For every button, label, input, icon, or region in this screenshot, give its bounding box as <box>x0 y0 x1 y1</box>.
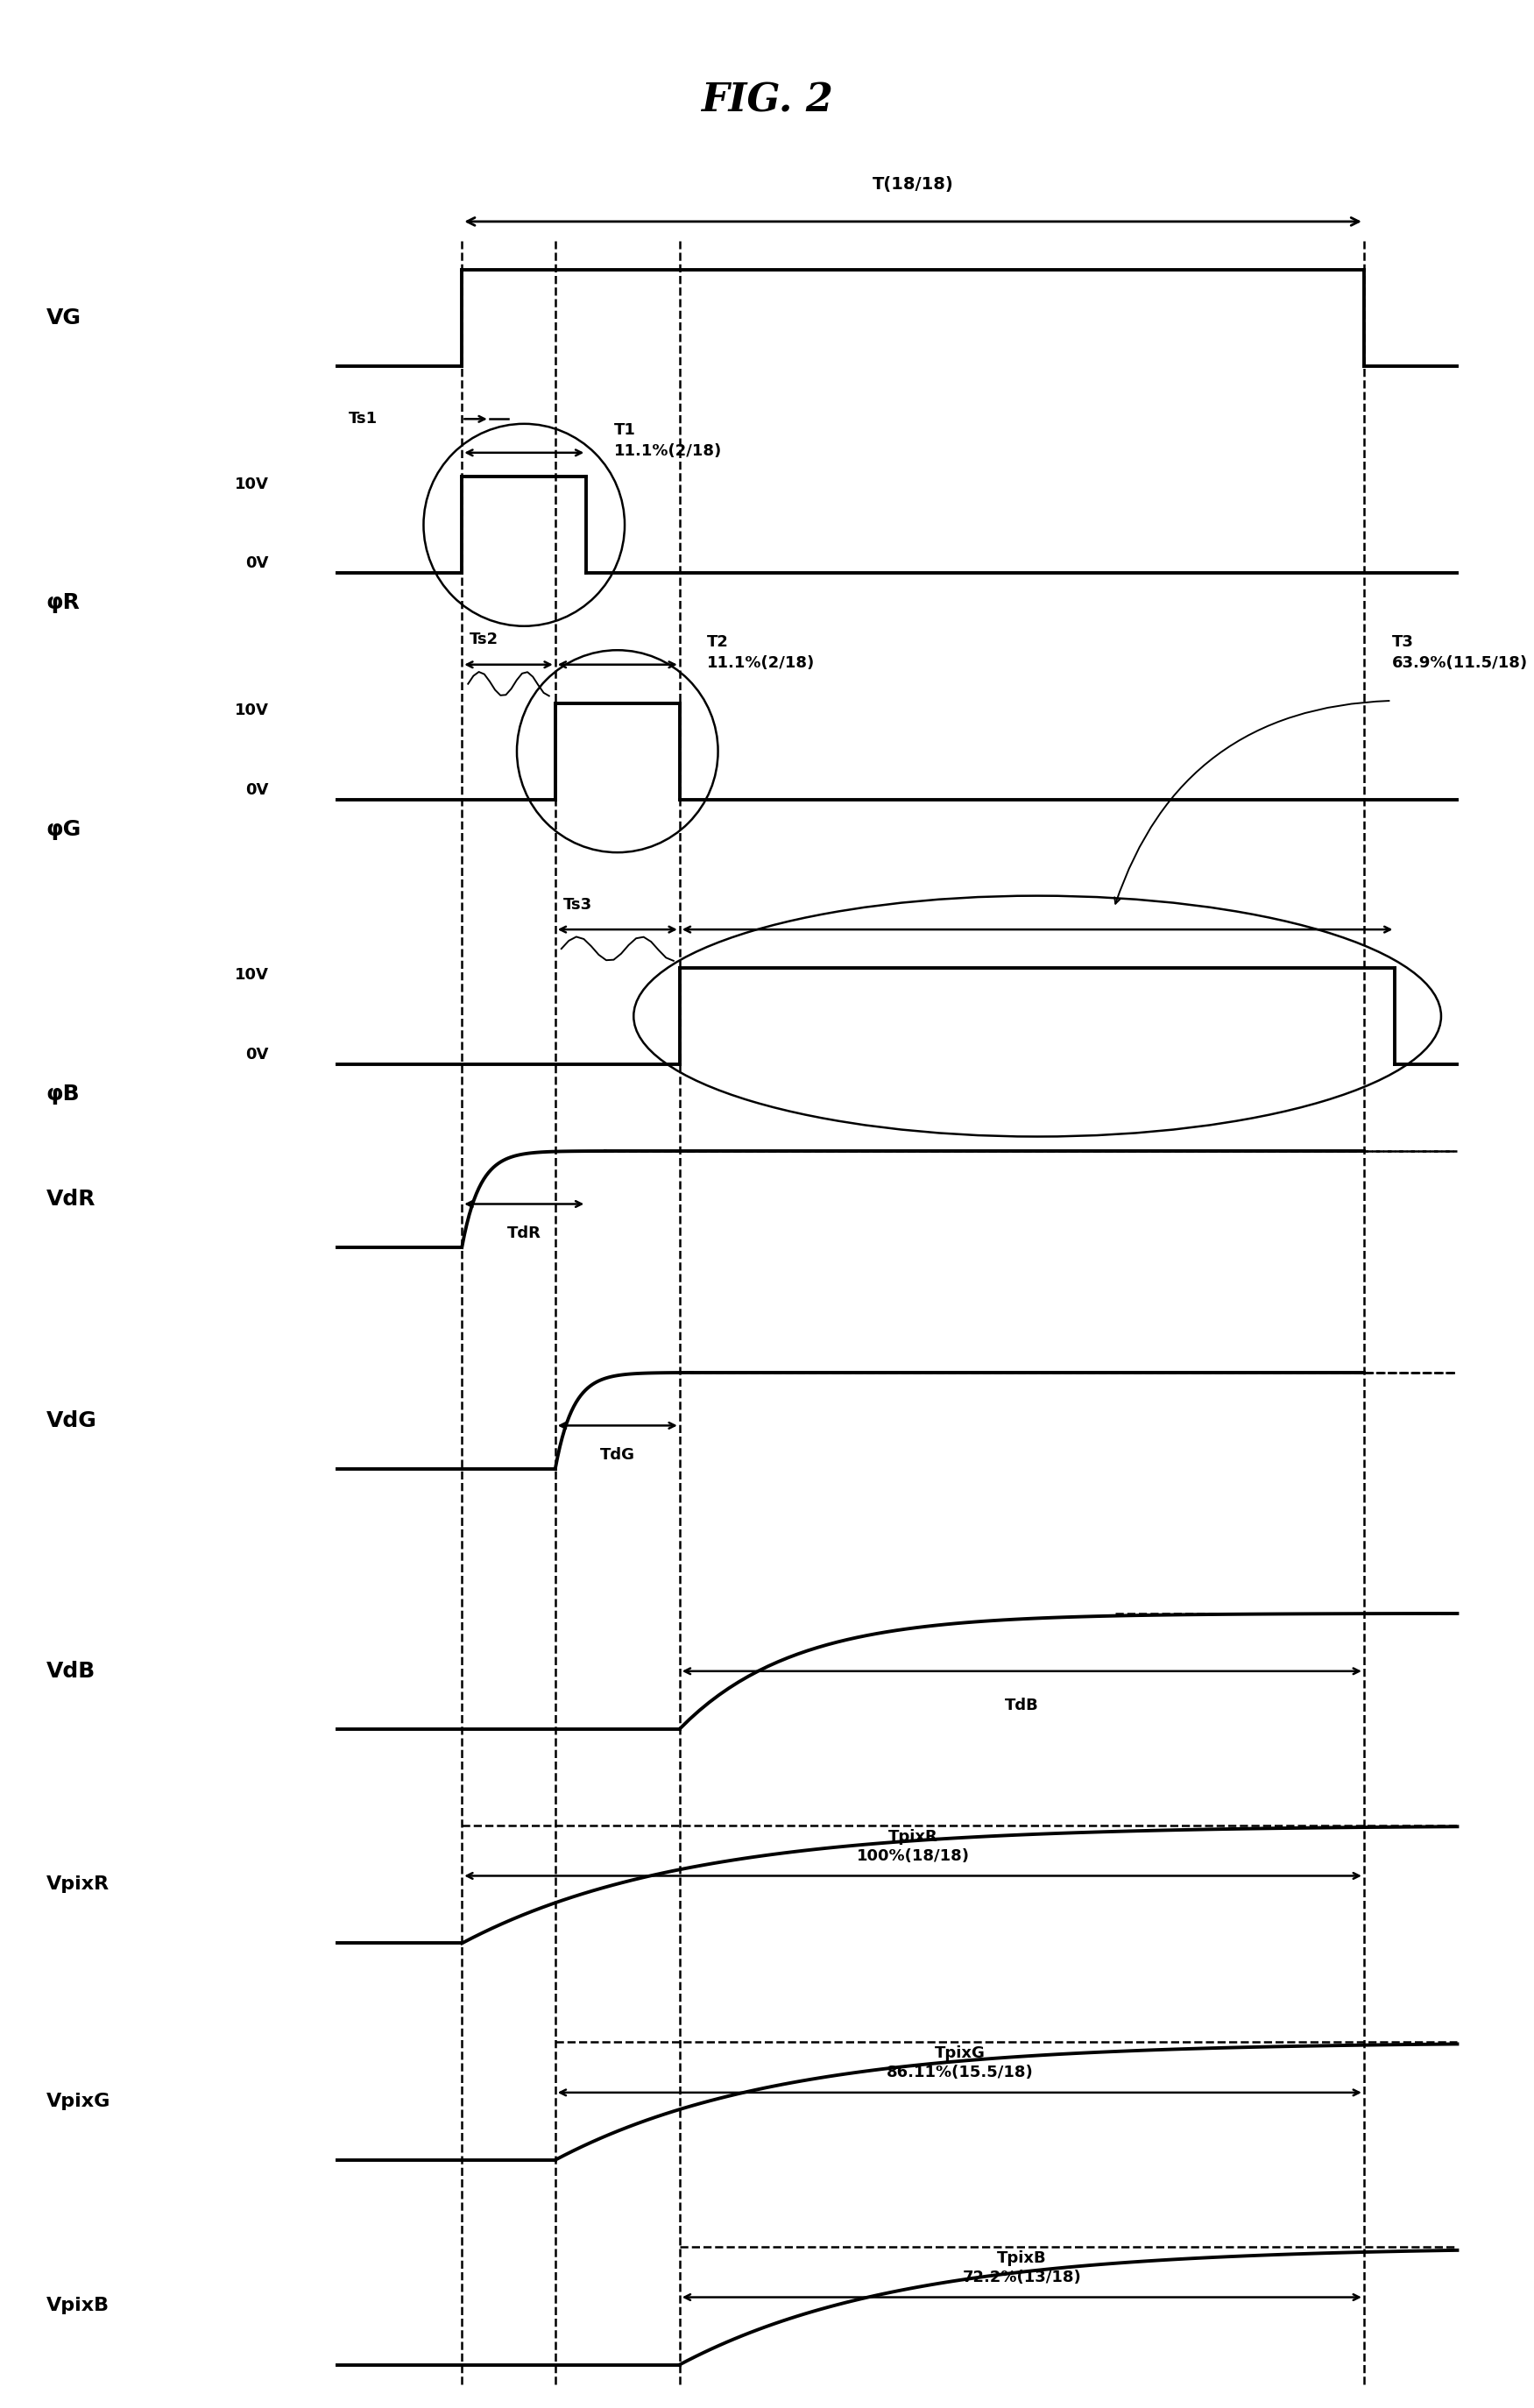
Text: T(18/18): T(18/18) <box>873 176 954 193</box>
Text: T2
11.1%(2/18): T2 11.1%(2/18) <box>707 633 815 672</box>
Text: TdG: TdG <box>600 1447 635 1464</box>
Text: 0V: 0V <box>245 783 268 797</box>
Text: 10V: 10V <box>235 477 268 491</box>
Text: 0V: 0V <box>245 1047 268 1062</box>
Text: VpixB: VpixB <box>46 2297 109 2314</box>
Text: T1
11.1%(2/18): T1 11.1%(2/18) <box>614 421 723 460</box>
Text: TdR: TdR <box>508 1226 542 1243</box>
Text: VpixG: VpixG <box>46 2093 110 2109</box>
Text: TpixR
100%(18/18): TpixR 100%(18/18) <box>856 1828 969 1864</box>
Text: 10V: 10V <box>235 968 268 982</box>
Text: VG: VG <box>46 308 81 327</box>
Text: VdB: VdB <box>46 1662 95 1681</box>
Text: TpixG
86.11%(15.5/18): TpixG 86.11%(15.5/18) <box>887 2044 1032 2081</box>
Text: Ts1: Ts1 <box>348 412 377 426</box>
Text: 10V: 10V <box>235 703 268 718</box>
Text: TdB: TdB <box>1005 1698 1039 1714</box>
Text: FIG. 2: FIG. 2 <box>701 82 833 120</box>
Text: VdR: VdR <box>46 1190 95 1209</box>
Text: T3
63.9%(11.5/18): T3 63.9%(11.5/18) <box>1391 633 1528 672</box>
Text: φB: φB <box>46 1084 80 1105</box>
Text: TpixB
72.2%(13/18): TpixB 72.2%(13/18) <box>962 2249 1081 2285</box>
FancyArrowPatch shape <box>1115 701 1390 903</box>
Text: φR: φR <box>46 592 80 614</box>
Text: Ts2: Ts2 <box>469 631 499 648</box>
Text: VdG: VdG <box>46 1411 97 1430</box>
Text: 0V: 0V <box>245 556 268 571</box>
Text: φG: φG <box>46 819 81 840</box>
Text: VpixR: VpixR <box>46 1876 109 1893</box>
Text: Ts3: Ts3 <box>563 896 592 913</box>
